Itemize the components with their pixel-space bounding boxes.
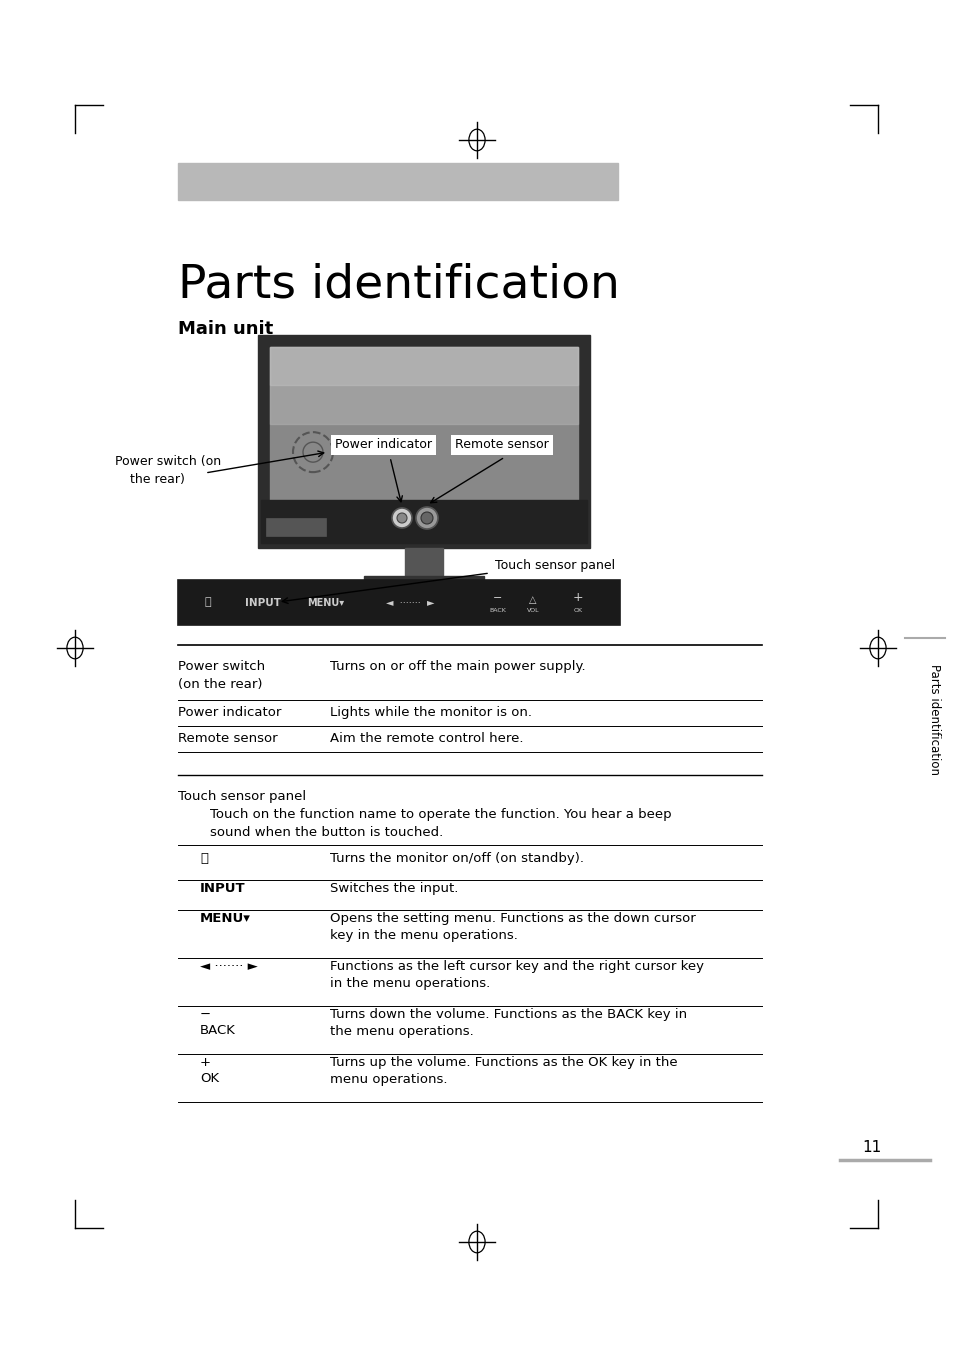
Text: △: △ — [529, 594, 537, 604]
Text: Turns up the volume. Functions as the OK key in the: Turns up the volume. Functions as the OK… — [330, 1056, 677, 1069]
Text: Touch sensor panel: Touch sensor panel — [178, 790, 306, 802]
Text: Remote sensor: Remote sensor — [455, 439, 548, 451]
Bar — [266, 517, 326, 536]
Text: OK: OK — [200, 1071, 219, 1085]
Text: BACK: BACK — [489, 608, 506, 613]
Text: ⏻: ⏻ — [205, 597, 212, 608]
Text: Touch on the function name to operate the function. You hear a beep: Touch on the function name to operate th… — [210, 808, 671, 821]
Text: BACK: BACK — [200, 1024, 235, 1038]
Bar — [257, 335, 589, 549]
Circle shape — [416, 507, 437, 530]
Text: Aim the remote control here.: Aim the remote control here. — [330, 732, 523, 744]
Text: INPUT: INPUT — [200, 882, 245, 894]
Bar — [364, 576, 483, 590]
Text: VOL: VOL — [526, 608, 538, 613]
Text: Turns on or off the main power supply.: Turns on or off the main power supply. — [330, 661, 585, 673]
Text: (on the rear): (on the rear) — [178, 678, 262, 690]
Text: the rear): the rear) — [130, 473, 185, 486]
Text: menu operations.: menu operations. — [330, 1073, 447, 1086]
Text: Power indicator: Power indicator — [335, 439, 432, 451]
Text: −: − — [493, 593, 502, 603]
Text: Switches the input.: Switches the input. — [330, 882, 457, 894]
Text: +: + — [200, 1056, 211, 1069]
Text: Turns the monitor on/off (on standby).: Turns the monitor on/off (on standby). — [330, 852, 583, 865]
Bar — [178, 163, 618, 200]
Text: Opens the setting menu. Functions as the down cursor: Opens the setting menu. Functions as the… — [330, 912, 695, 925]
Bar — [405, 549, 442, 576]
Bar — [178, 580, 619, 626]
Circle shape — [420, 512, 433, 524]
Text: INPUT: INPUT — [245, 597, 281, 608]
Text: in the menu operations.: in the menu operations. — [330, 977, 490, 990]
Text: Turns down the volume. Functions as the BACK key in: Turns down the volume. Functions as the … — [330, 1008, 686, 1021]
Text: −: − — [200, 1008, 211, 1021]
Text: ⏻: ⏻ — [200, 852, 208, 865]
Bar — [270, 347, 578, 385]
Text: sound when the button is touched.: sound when the button is touched. — [210, 825, 443, 839]
Text: Power indicator: Power indicator — [178, 707, 281, 719]
Circle shape — [396, 513, 407, 523]
Text: MENU▾: MENU▾ — [200, 912, 251, 925]
Text: OK: OK — [573, 608, 582, 613]
Text: +: + — [572, 590, 582, 604]
Text: the menu operations.: the menu operations. — [330, 1025, 474, 1038]
Text: Parts identification: Parts identification — [178, 262, 619, 307]
Text: ◄  ·······  ►: ◄ ······· ► — [385, 597, 434, 608]
Text: Main unit: Main unit — [178, 320, 273, 338]
Text: MENU▾: MENU▾ — [307, 597, 344, 608]
Text: Remote sensor: Remote sensor — [178, 732, 277, 744]
Circle shape — [392, 508, 412, 528]
Text: 11: 11 — [862, 1140, 882, 1155]
Bar — [261, 500, 586, 543]
Text: ◄ ······· ►: ◄ ······· ► — [200, 961, 257, 973]
Text: Functions as the left cursor key and the right cursor key: Functions as the left cursor key and the… — [330, 961, 703, 973]
Bar — [270, 347, 578, 423]
Text: Touch sensor panel: Touch sensor panel — [495, 558, 615, 571]
Text: Power switch: Power switch — [178, 661, 265, 673]
Text: Lights while the monitor is on.: Lights while the monitor is on. — [330, 707, 532, 719]
Bar — [270, 347, 578, 500]
Text: Power switch (on: Power switch (on — [115, 455, 221, 467]
Text: key in the menu operations.: key in the menu operations. — [330, 929, 517, 942]
Text: Parts identification: Parts identification — [927, 665, 941, 775]
